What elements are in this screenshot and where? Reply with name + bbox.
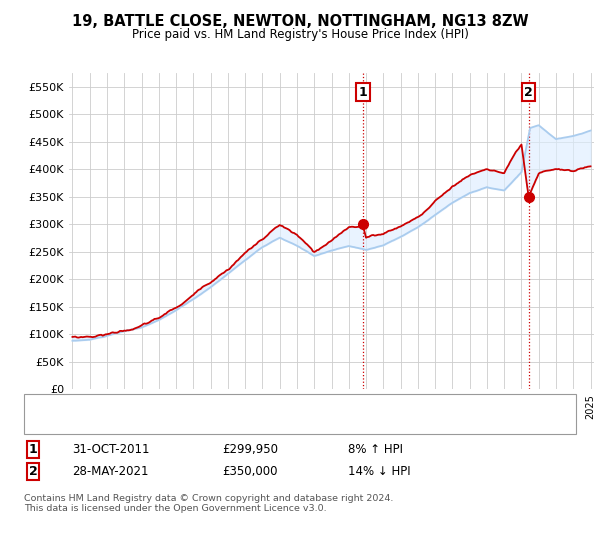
Text: Contains HM Land Registry data © Crown copyright and database right 2024.
This d: Contains HM Land Registry data © Crown c… [24, 494, 394, 514]
Text: 28-MAY-2021: 28-MAY-2021 [72, 465, 149, 478]
Text: £299,950: £299,950 [222, 443, 278, 456]
Text: 2: 2 [524, 86, 533, 99]
Text: 8% ↑ HPI: 8% ↑ HPI [348, 443, 403, 456]
Text: 19, BATTLE CLOSE, NEWTON, NOTTINGHAM, NG13 8ZW: 19, BATTLE CLOSE, NEWTON, NOTTINGHAM, NG… [71, 14, 529, 29]
Text: HPI: Average price, detached house, Rushcliffe: HPI: Average price, detached house, Rush… [73, 418, 317, 428]
Text: £350,000: £350,000 [222, 465, 277, 478]
Text: 31-OCT-2011: 31-OCT-2011 [72, 443, 149, 456]
Text: Price paid vs. HM Land Registry's House Price Index (HPI): Price paid vs. HM Land Registry's House … [131, 28, 469, 41]
Text: 2: 2 [29, 465, 37, 478]
Text: 14% ↓ HPI: 14% ↓ HPI [348, 465, 410, 478]
Text: 19, BATTLE CLOSE, NEWTON, NOTTINGHAM, NG13 8ZW (detached house): 19, BATTLE CLOSE, NEWTON, NOTTINGHAM, NG… [73, 400, 457, 410]
Text: 1: 1 [359, 86, 367, 99]
Text: 1: 1 [29, 443, 37, 456]
